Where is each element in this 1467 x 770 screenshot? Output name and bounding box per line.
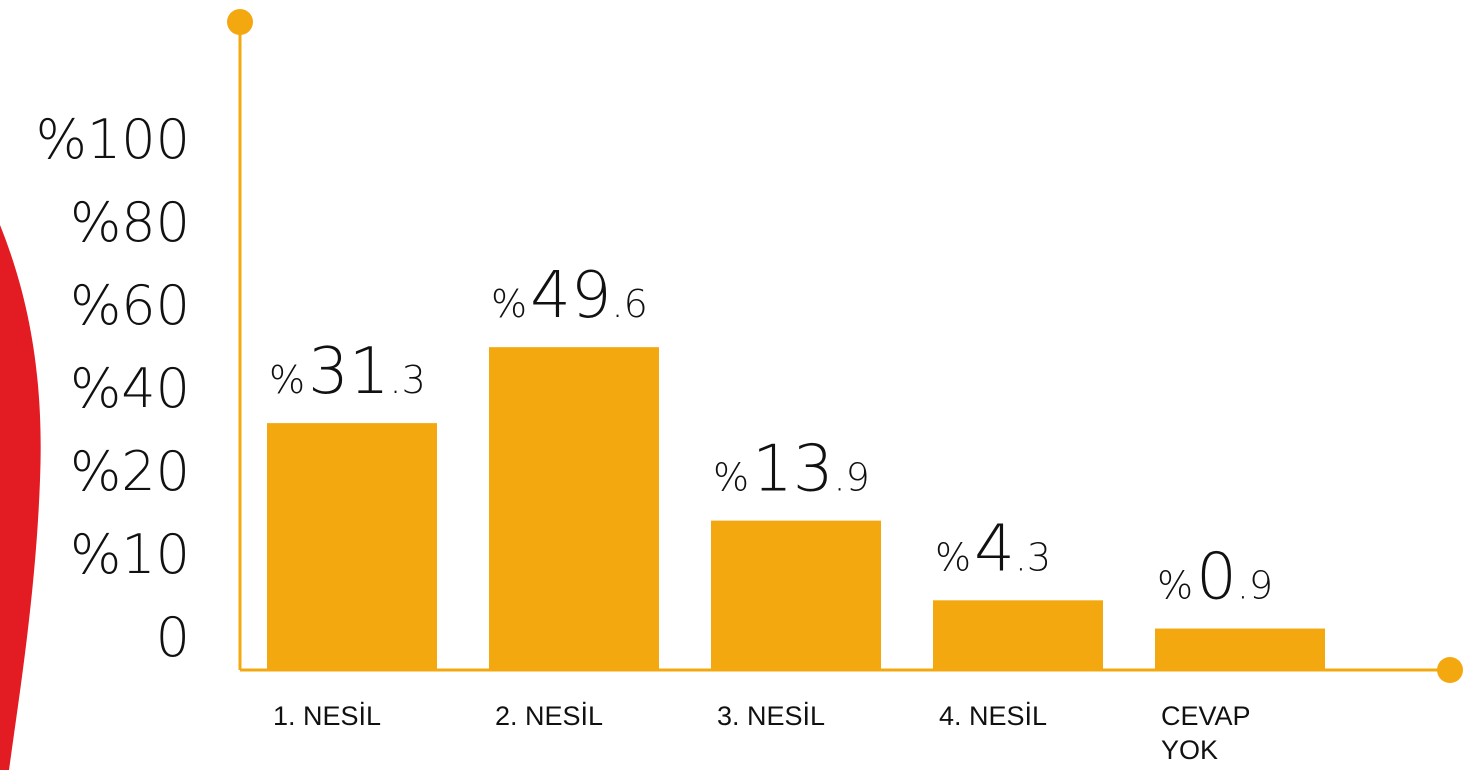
bar — [711, 520, 881, 670]
y-tick-label: %100 — [36, 108, 190, 171]
category-label: 2. NESİL — [495, 700, 603, 731]
bar — [489, 347, 659, 670]
y-axis-end-dot — [227, 9, 253, 35]
bar — [267, 423, 437, 670]
y-tick-label: %40 — [70, 357, 190, 420]
red-decorative-shape — [0, 225, 41, 770]
y-tick-label: %20 — [70, 440, 190, 503]
bar — [1155, 628, 1325, 670]
category-label: CEVAP YOK — [1161, 701, 1251, 765]
y-tick-label: 0 — [156, 606, 190, 669]
bar — [933, 600, 1103, 670]
x-tick-labels: 1. NESİL 2. NESİL 3. NESİL 4. NESİL CEVAP YOK — [273, 700, 1251, 765]
data-label: %49.6 — [491, 259, 648, 333]
data-label: %13.9 — [713, 433, 870, 507]
bars — [267, 347, 1325, 670]
data-labels: %31.3 %49.6 %13.9 %4.3 %0.9 — [269, 259, 1273, 614]
y-tick-label: %10 — [70, 523, 190, 586]
category-label: 1. NESİL — [273, 700, 381, 731]
x-axis-end-dot — [1437, 657, 1463, 683]
y-tick-label: %60 — [70, 274, 190, 337]
y-tick-labels: 0 %10 %20 %40 %60 %80 %100 — [36, 108, 190, 669]
y-tick-label: %80 — [70, 191, 190, 254]
data-label: %31.3 — [269, 335, 426, 409]
category-label: 4. NESİL — [939, 700, 1047, 731]
category-label: 3. NESİL — [717, 700, 825, 731]
data-label: %4.3 — [935, 512, 1051, 586]
data-label: %0.9 — [1157, 541, 1273, 615]
